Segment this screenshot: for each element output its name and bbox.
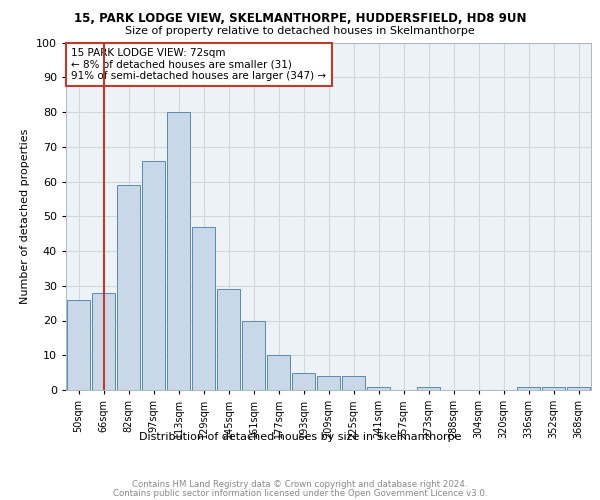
Text: 15 PARK LODGE VIEW: 72sqm
← 8% of detached houses are smaller (31)
91% of semi-d: 15 PARK LODGE VIEW: 72sqm ← 8% of detach… — [71, 48, 326, 81]
Bar — [242, 320, 265, 390]
Text: Distribution of detached houses by size in Skelmanthorpe: Distribution of detached houses by size … — [139, 432, 461, 442]
Bar — [292, 372, 316, 390]
Bar — [191, 226, 215, 390]
Bar — [92, 292, 115, 390]
Bar — [317, 376, 340, 390]
Bar — [142, 160, 166, 390]
Bar — [542, 386, 565, 390]
Bar — [266, 355, 290, 390]
Text: 15, PARK LODGE VIEW, SKELMANTHORPE, HUDDERSFIELD, HD8 9UN: 15, PARK LODGE VIEW, SKELMANTHORPE, HUDD… — [74, 12, 526, 26]
Bar — [416, 386, 440, 390]
Bar — [167, 112, 190, 390]
Text: Contains HM Land Registry data © Crown copyright and database right 2024.: Contains HM Land Registry data © Crown c… — [132, 480, 468, 489]
Y-axis label: Number of detached properties: Number of detached properties — [20, 128, 31, 304]
Text: Size of property relative to detached houses in Skelmanthorpe: Size of property relative to detached ho… — [125, 26, 475, 36]
Bar — [341, 376, 365, 390]
Bar — [217, 289, 241, 390]
Bar — [116, 185, 140, 390]
Bar — [517, 386, 541, 390]
Bar — [67, 300, 91, 390]
Bar — [566, 386, 590, 390]
Bar — [367, 386, 391, 390]
Text: Contains public sector information licensed under the Open Government Licence v3: Contains public sector information licen… — [113, 488, 487, 498]
